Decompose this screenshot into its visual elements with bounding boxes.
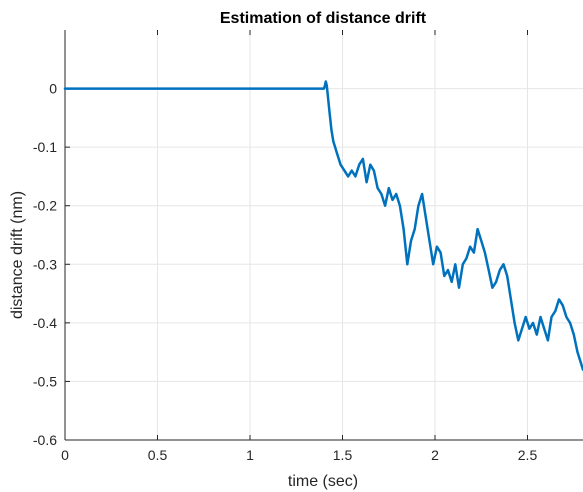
y-axis-label: distance drift (nm) — [9, 191, 26, 319]
y-tick-label: -0.6 — [33, 432, 57, 448]
y-tick-label: -0.4 — [33, 315, 57, 331]
y-tick-label: -0.2 — [33, 198, 57, 214]
y-tick-label: -0.5 — [33, 373, 57, 389]
x-tick-label: 0.5 — [148, 447, 168, 463]
chart-title: Estimation of distance drift — [220, 10, 427, 27]
y-ticks: 0 -0.1 -0.2 -0.3 -0.4 -0.5 -0.6 — [33, 81, 70, 448]
x-tick-label: 1.5 — [333, 447, 353, 463]
series-line — [63, 80, 583, 371]
series-group — [63, 80, 583, 371]
y-tick-label: -0.1 — [33, 139, 57, 155]
y-tick-label: -0.3 — [33, 256, 57, 272]
axes — [64, 30, 583, 441]
x-tick-label: 1 — [246, 447, 254, 463]
plot-area — [65, 30, 583, 440]
x-axis-label: time (sec) — [288, 473, 358, 490]
y-tick-label: 0 — [49, 81, 57, 97]
x-tick-label: 0 — [61, 447, 69, 463]
x-ticks: 0 0.5 1 1.5 2 2.5 — [61, 30, 537, 463]
x-tick-label: 2 — [431, 447, 439, 463]
x-tick-label: 2.5 — [518, 447, 538, 463]
